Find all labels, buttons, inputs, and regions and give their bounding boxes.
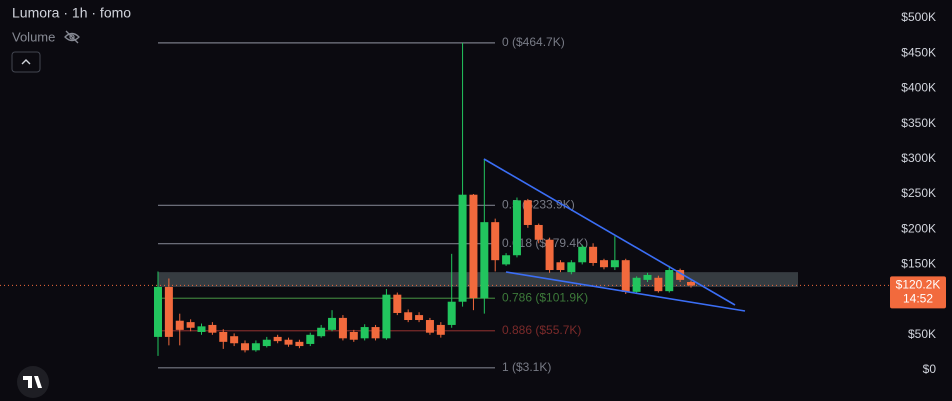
candle-body (360, 327, 369, 339)
candle-body (208, 324, 217, 333)
candle-body (458, 194, 467, 302)
candle-body (328, 317, 337, 330)
candle-body (306, 334, 315, 344)
candle-body (404, 312, 413, 321)
candle-body (338, 317, 347, 339)
candle-body (632, 277, 641, 292)
candle-body (241, 343, 250, 351)
fib-label: 0 ($464.7K) (502, 35, 565, 49)
y-tick-label: $50K (908, 327, 936, 341)
y-tick-label: $350K (901, 116, 936, 130)
y-tick-label: $150K (901, 257, 936, 271)
y-tick-label: $300K (901, 151, 936, 165)
candle-body (230, 336, 239, 344)
candle-body (154, 286, 162, 337)
candle-body (556, 262, 565, 271)
collapse-button[interactable] (11, 51, 41, 73)
candle-body (687, 282, 695, 286)
candle-body (502, 255, 511, 265)
candle-body (676, 270, 685, 280)
trend-lines (483, 158, 746, 312)
candle-body (197, 326, 206, 332)
candle-body (251, 343, 260, 351)
candle-body (415, 315, 424, 321)
price-zone (158, 272, 798, 287)
candle-body (219, 331, 228, 342)
candle-body (523, 200, 532, 225)
candle-body (665, 270, 674, 292)
candle-body (295, 341, 304, 347)
candle-body (469, 194, 478, 299)
candle-body (317, 327, 326, 337)
candle-body (589, 246, 598, 263)
candle-body (262, 339, 271, 347)
fib-label: 0.618 ($179.4K) (502, 236, 588, 250)
fib-label: 0.886 ($55.7K) (502, 323, 581, 337)
price-tag-value: $120.2K (896, 278, 941, 292)
candle-body (610, 260, 619, 268)
tradingview-logo[interactable] (17, 366, 49, 398)
chart-title: Lumora · 1h · fomo (12, 5, 131, 21)
candle-body (491, 222, 500, 261)
candle-body (436, 324, 445, 335)
candle-body (186, 322, 195, 328)
candle-body (643, 274, 652, 280)
candle-body (621, 260, 630, 292)
price-tag (890, 276, 946, 309)
candle-body (447, 301, 456, 325)
y-tick-label: $450K (901, 45, 936, 59)
candle-body (273, 336, 282, 342)
candle-body (654, 277, 663, 292)
candle-body (512, 200, 521, 256)
candle-body (567, 262, 576, 273)
candle-body (425, 320, 434, 333)
fib-label: 0.786 ($101.9K) (502, 290, 588, 304)
candle-body (534, 224, 543, 240)
price-tag-countdown: 14:52 (903, 292, 933, 306)
y-tick-label: $200K (901, 221, 936, 235)
candle-body (382, 294, 391, 339)
y-tick-label: $400K (901, 81, 936, 95)
candle-body (393, 294, 402, 313)
candle-body (480, 222, 489, 299)
y-tick-label: $500K (901, 10, 936, 24)
candle-body (545, 239, 554, 271)
y-tick-label: $250K (901, 186, 936, 200)
candle-body (164, 286, 173, 337)
candle-body (599, 260, 608, 268)
candle-body (578, 246, 587, 263)
y-tick-label: $0 (923, 362, 937, 376)
volume-label: Volume (12, 29, 55, 44)
candle-body (349, 331, 358, 340)
fib-label: 1 ($3.1K) (502, 360, 551, 374)
candle-body (175, 320, 184, 330)
candle-body (284, 339, 293, 345)
eye-off-icon[interactable] (64, 30, 80, 44)
candle-body (371, 327, 380, 339)
